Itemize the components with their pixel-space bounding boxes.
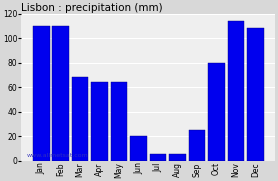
Bar	[228, 21, 244, 161]
Text: Lisbon : precipitation (mm): Lisbon : precipitation (mm)	[21, 3, 163, 13]
Bar	[150, 154, 166, 161]
Text: www.allmetsat.com: www.allmetsat.com	[26, 153, 88, 157]
Bar	[91, 82, 108, 161]
Bar	[208, 63, 225, 161]
Bar	[53, 26, 69, 161]
Bar	[130, 136, 147, 161]
Bar	[111, 82, 127, 161]
Bar	[169, 154, 186, 161]
Bar	[72, 77, 88, 161]
Bar	[189, 130, 205, 161]
Bar	[33, 26, 49, 161]
Bar	[247, 28, 264, 161]
